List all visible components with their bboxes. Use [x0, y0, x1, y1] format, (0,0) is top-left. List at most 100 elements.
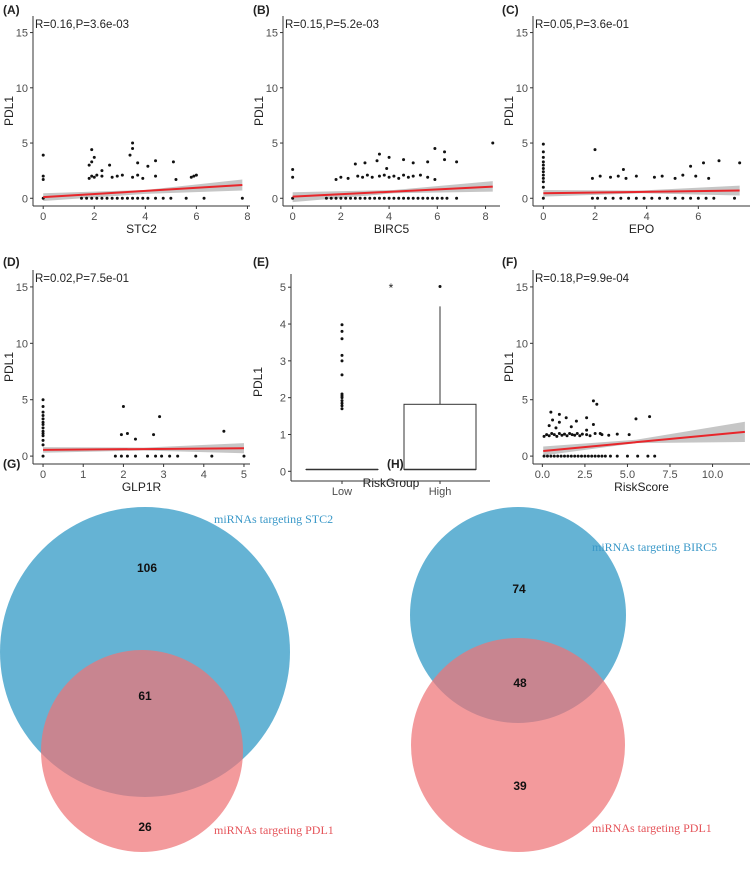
data-point	[585, 416, 589, 420]
data-point	[133, 437, 137, 441]
data-point	[455, 196, 459, 200]
box-outlier	[340, 407, 344, 411]
y-tick-label: 15	[516, 28, 528, 40]
y-tick-label: 15	[266, 28, 278, 40]
x-tick-label: 1	[80, 469, 86, 481]
data-point	[377, 196, 381, 200]
data-point	[552, 433, 556, 437]
data-point	[160, 454, 164, 458]
data-point	[41, 438, 45, 442]
data-point	[585, 433, 589, 437]
data-point	[41, 177, 45, 181]
data-point	[387, 175, 391, 179]
data-point	[694, 174, 698, 178]
x-axis-title: STC2	[126, 222, 157, 236]
data-point	[455, 160, 459, 164]
data-point	[131, 196, 135, 200]
data-point	[192, 174, 196, 178]
data-point	[339, 196, 343, 200]
x-tick-label: 0	[290, 211, 296, 223]
chart-d: 0 5 10 15 0 1 2 3 4 5 R=0.02,P=7.5e-01 GLP1R PDL1	[2, 270, 250, 494]
venn-diagram-h: 74 48 39 miRNAs targeting BIRC5 miRNAs t…	[410, 507, 717, 852]
data-point	[574, 419, 578, 423]
venn-label-set-a: miRNAs targeting BIRC5	[592, 540, 717, 554]
x-tick-label: 5	[241, 469, 247, 481]
data-point	[541, 185, 545, 189]
data-point	[576, 454, 580, 458]
data-point	[652, 175, 656, 179]
x-tick-label: 6	[434, 211, 440, 223]
data-point	[702, 161, 705, 165]
data-point	[368, 196, 372, 200]
box-outlier	[340, 401, 344, 405]
data-point	[646, 454, 650, 458]
data-point	[541, 173, 545, 177]
data-point	[141, 176, 145, 180]
data-point	[154, 159, 158, 163]
data-point	[387, 155, 391, 159]
data-point	[634, 174, 638, 178]
data-point	[131, 147, 135, 151]
data-point	[90, 148, 94, 152]
y-tick-label: 5	[522, 395, 528, 407]
x-axis-title: BIRC5	[374, 222, 410, 236]
data-point	[689, 196, 693, 200]
data-point	[402, 158, 406, 162]
data-point	[569, 425, 573, 429]
data-point	[557, 420, 561, 424]
confidence-band	[543, 421, 745, 456]
data-point	[402, 196, 406, 200]
data-point	[696, 196, 700, 200]
panel-label-c: (C)	[502, 3, 519, 17]
x-tick-label: Low	[332, 486, 352, 498]
data-point	[119, 454, 123, 458]
y-tick-label: 0	[280, 466, 286, 478]
data-point	[363, 161, 367, 165]
x-tick-label: 4	[386, 211, 392, 223]
y-tick-label: 15	[16, 282, 28, 294]
data-point	[154, 174, 158, 178]
y-axis-title: PDL1	[502, 352, 516, 382]
data-point	[397, 196, 401, 200]
data-point	[615, 432, 619, 436]
y-tick-label: 0	[522, 451, 528, 463]
data-point	[202, 196, 206, 200]
data-point	[392, 196, 396, 200]
data-point	[433, 177, 437, 181]
correlation-annotation: R=0.16,P=3.6e-03	[35, 19, 129, 31]
data-point	[382, 173, 386, 177]
data-point	[353, 196, 357, 200]
data-point	[619, 196, 623, 200]
data-point	[421, 196, 425, 200]
data-point	[541, 180, 545, 184]
panel-label-a: (A)	[3, 3, 20, 17]
data-point	[171, 160, 175, 164]
data-point	[542, 434, 546, 438]
x-axis-title: GLP1R	[122, 480, 162, 494]
data-point	[578, 434, 582, 438]
data-point	[41, 454, 45, 458]
x-tick-label: 7.5	[662, 469, 677, 481]
data-point	[541, 155, 545, 159]
data-point	[554, 426, 558, 430]
data-point	[570, 433, 574, 437]
y-tick-label: 15	[16, 28, 28, 40]
data-point	[334, 177, 338, 181]
data-point	[634, 196, 638, 200]
data-point	[596, 196, 600, 200]
data-point	[624, 176, 628, 180]
data-point	[184, 196, 188, 200]
data-point	[426, 175, 430, 179]
data-point	[406, 196, 410, 200]
data-point	[41, 434, 45, 438]
data-point	[681, 173, 685, 177]
panel-label-f: (F)	[502, 255, 517, 269]
x-tick-label: 2	[120, 469, 126, 481]
data-point	[568, 432, 572, 436]
data-point	[346, 176, 350, 180]
data-point	[717, 159, 721, 163]
data-point	[552, 454, 556, 458]
data-point	[120, 196, 124, 200]
